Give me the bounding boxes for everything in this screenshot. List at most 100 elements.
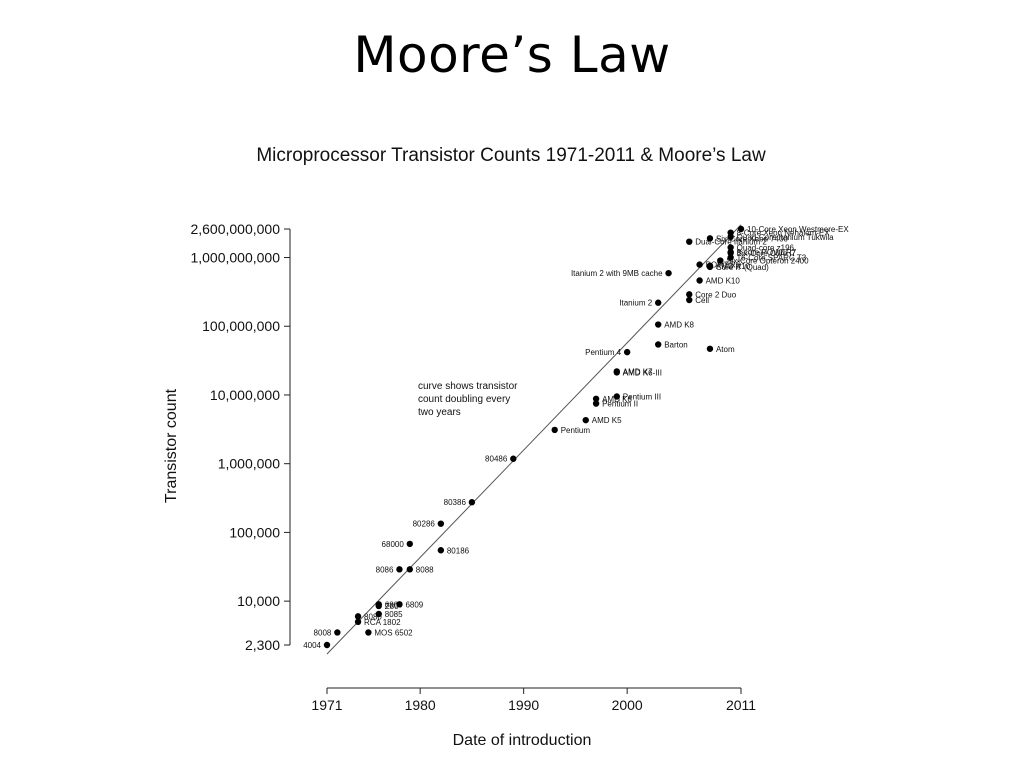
point-label: 8008: [314, 628, 332, 637]
data-point: [365, 629, 372, 636]
data-point: [686, 296, 693, 304]
y-tick-label: 10,000: [237, 593, 280, 609]
trend-line: [326, 224, 742, 655]
data-point: [706, 345, 714, 352]
point-label: Six-Core Xeon 7400: [716, 234, 789, 243]
data-point: [665, 269, 672, 277]
data-point: [613, 368, 620, 375]
point-label: 10-Core Xeon Westmere-EX: [747, 225, 849, 234]
data-point: [510, 455, 517, 462]
point-label: Itanium 2 with 9MB cache: [571, 269, 663, 278]
point-label: Six-Core Opteron 2400: [726, 257, 809, 266]
point-label: 8-core POWER7: [737, 248, 797, 257]
point-label: MOS 6502: [374, 628, 413, 637]
point-label: 68000: [382, 540, 405, 549]
point-label: Cell: [695, 296, 709, 305]
data-point: [375, 602, 382, 610]
point-label: 6809: [405, 600, 423, 609]
data-point: [717, 257, 724, 264]
data-point: [592, 395, 600, 402]
data-point: [613, 393, 620, 400]
chart-title: Microprocessor Transistor Counts 1971-20…: [256, 145, 766, 166]
x-tick-label: 2011: [726, 697, 756, 713]
data-point: [727, 233, 734, 241]
data-point: [354, 618, 362, 626]
y-tick-label: 1,000,000: [218, 456, 280, 472]
data-point: [706, 235, 714, 242]
point-label: AMD K7: [623, 367, 653, 376]
point-label: 80186: [447, 546, 470, 555]
point-label: 4004: [303, 641, 321, 650]
point-label: 6800: [385, 600, 403, 609]
point-label: Core 2 Duo: [695, 290, 736, 299]
data-point: [406, 540, 413, 548]
slide-title: Moore’s Law: [353, 26, 671, 84]
annotation-line: two years: [418, 407, 461, 418]
point-label: AMD K10: [716, 262, 751, 271]
point-label: 8085: [385, 610, 403, 619]
data-point: [582, 416, 589, 424]
point-label: Pentium 4: [585, 348, 622, 357]
annotation-line: count doubling every: [418, 394, 510, 405]
y-tick-label: 1,000,000,000: [190, 250, 280, 266]
data-point: [437, 520, 445, 527]
point-label: Dual-Core Itanium 2: [695, 238, 767, 247]
point-label: Quad-core z196: [737, 243, 795, 252]
point-label: 8088: [416, 565, 434, 574]
data-point: [727, 254, 734, 261]
point-label: POWER6: [706, 261, 741, 270]
data-point: [354, 613, 362, 620]
data-point: [737, 225, 745, 233]
data-point: [696, 261, 703, 268]
data-point: [655, 321, 662, 328]
y-tick-label: 10,000,000: [210, 387, 280, 403]
data-point: [686, 238, 693, 245]
y-tick-label: 100,000,000: [202, 318, 280, 334]
data-point: [727, 249, 734, 257]
data-point: [437, 547, 445, 554]
data-point: [686, 291, 693, 298]
y-tick-label: 2,300: [245, 637, 280, 653]
point-label: Barton: [664, 340, 688, 349]
point-label: 8086: [376, 565, 394, 574]
point-label: Six-Core Core i7: [737, 249, 797, 258]
point-label: Pentium: [561, 426, 591, 435]
data-point: [323, 641, 331, 649]
data-point: [592, 400, 600, 407]
data-point: [334, 629, 341, 636]
point-label: Atom: [716, 345, 735, 354]
data-point: [655, 299, 662, 306]
point-label: RCA 1802: [364, 618, 401, 627]
data-point: [696, 277, 703, 284]
point-label: 80486: [485, 455, 508, 464]
data-point: [406, 566, 413, 573]
point-label: AMD K8: [664, 321, 694, 330]
point-label: Itanium 2: [619, 299, 652, 308]
point-label: 16-Core SPARC T3: [737, 254, 807, 263]
data-point: [623, 348, 631, 356]
data-point: [375, 610, 382, 618]
y-tick-label: 2,600,000,000: [190, 221, 280, 237]
point-label: Pentium III: [623, 392, 661, 401]
point-label: Pentium II: [602, 400, 638, 409]
point-label: AMD K10: [706, 277, 741, 286]
data-point: [396, 601, 403, 608]
x-tick-label: 1980: [405, 697, 436, 713]
point-label: 8080: [364, 612, 382, 621]
data-point: [727, 244, 734, 251]
x-tick-label: 1971: [311, 697, 342, 713]
point-label: 80286: [413, 520, 436, 529]
point-label: 80386: [444, 498, 467, 507]
point-label: 8-Core Xeon Nehalem-EX: [737, 229, 831, 238]
annotation: curve shows transistor count doubling eve…: [418, 381, 518, 418]
y-axis-label: Transistor count: [163, 388, 180, 503]
data-point: [706, 262, 714, 269]
data-point: [468, 499, 476, 506]
data-point: [551, 426, 558, 434]
y-tick-label: 100,000: [229, 524, 280, 540]
point-label: AMD K6-III: [623, 368, 662, 377]
x-tick-label: 2000: [612, 697, 643, 713]
x-axis-label: Date of introduction: [453, 732, 592, 749]
data-point: [396, 566, 403, 573]
